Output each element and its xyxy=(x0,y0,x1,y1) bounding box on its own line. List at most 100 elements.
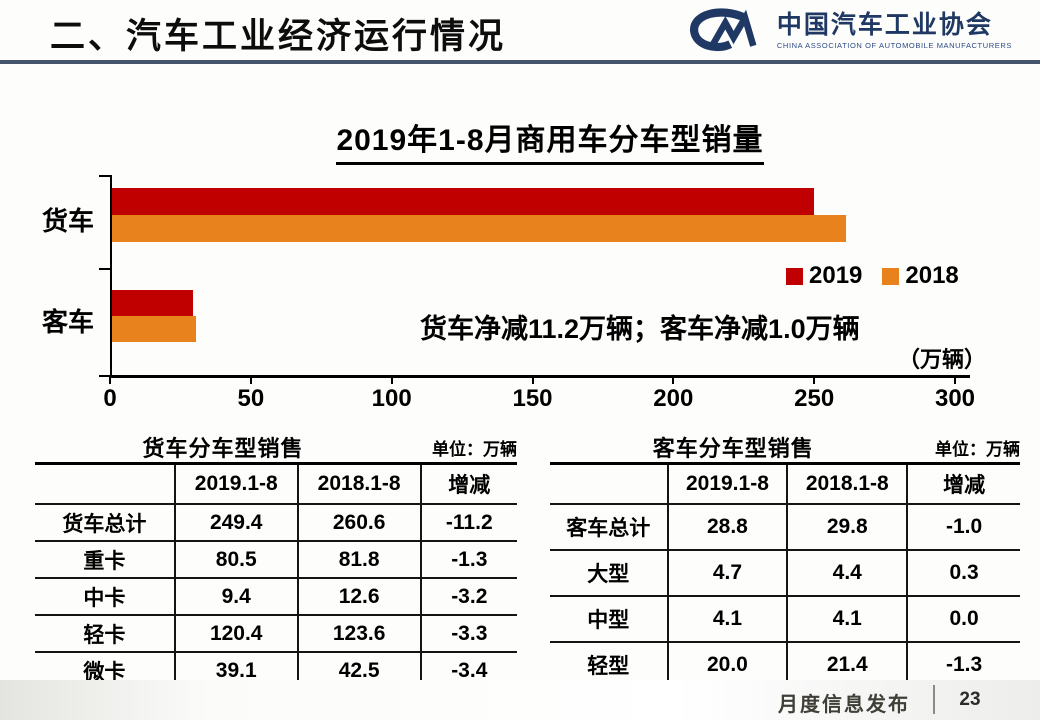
x-axis-tick xyxy=(390,377,393,384)
cell-value: -3.3 xyxy=(420,614,517,652)
x-axis-labels: 0 50 100 150 200 250 300 xyxy=(103,377,975,421)
truck-table-title: 货车分车型销售 xyxy=(142,436,304,461)
bus-table-title: 客车分车型销售 xyxy=(652,436,814,461)
legend-swatch-2018 xyxy=(882,267,900,285)
column-header: 增减 xyxy=(448,474,491,497)
bar-2018-cat1 xyxy=(112,316,196,342)
row-label: 轻卡 xyxy=(35,614,176,652)
cell-value: 0.0 xyxy=(907,595,1020,642)
x-tick-label: 250 xyxy=(794,385,835,412)
x-axis-tick xyxy=(672,377,675,384)
cell-value: 120.4 xyxy=(174,614,299,652)
cell-value: 81.8 xyxy=(297,540,422,578)
legend-swatch-2019 xyxy=(786,267,803,285)
header-divider xyxy=(0,60,1040,64)
cell-value: 4.1 xyxy=(787,595,909,642)
chart-title: 2019年1-8月商用车分车型销量 xyxy=(60,115,1040,165)
cell-value: 4.7 xyxy=(667,549,789,596)
column-header: 2019.1-8 xyxy=(667,463,789,504)
category-label-1: 客车 xyxy=(41,307,94,337)
column-header xyxy=(35,463,176,504)
cell-value: -11.2 xyxy=(420,503,517,541)
truck-table-section: 货车分车型销售 单位：万辆 2019.1-8 2018.1-8 增减 货车总计 249… xyxy=(35,431,517,691)
chart-plot-area xyxy=(110,175,957,375)
column-header: 增减 xyxy=(943,474,986,497)
table-row: 货车总计 249.4 260.6 -11.2 xyxy=(35,503,517,541)
cell-value: 4.4 xyxy=(787,549,909,596)
row-label: 中型 xyxy=(550,595,669,642)
category-label-0: 货车 xyxy=(41,206,94,236)
footer-separator xyxy=(933,685,935,714)
legend-item-2019: 2019 xyxy=(786,262,862,290)
chart-category-labels: 货车 客车 xyxy=(34,175,102,375)
legend-label-2018: 2018 xyxy=(905,262,959,289)
chart-unit-label: （万辆） xyxy=(898,347,987,372)
x-tick-label: 300 xyxy=(934,385,976,412)
truck-table-header: 货车分车型销售 单位：万辆 xyxy=(35,431,517,462)
table-row: 大型 4.7 4.4 0.3 xyxy=(550,549,1020,596)
footer-label: 月度信息发布 xyxy=(778,694,910,716)
caam-logo-text: 中国汽车工业协会 CHINA ASSOCIATION OF AUTOMOBILE… xyxy=(777,12,1012,49)
bus-table-columns: 2019.1-8 2018.1-8 增减 xyxy=(550,463,1020,504)
bar-2018-cat0 xyxy=(112,215,847,242)
row-label: 重卡 xyxy=(35,540,176,578)
truck-table-columns: 2019.1-8 2018.1-8 增减 xyxy=(35,463,517,504)
chart-legend: 2019 2018 xyxy=(786,262,959,290)
y-axis-tick xyxy=(99,375,110,377)
truck-table-unit: 单位：万辆 xyxy=(432,440,517,459)
page-title: 二、汽车工业经济运行情况 xyxy=(50,17,507,56)
bus-table: 2019.1-8 2018.1-8 增减 客车总计 28.8 29.8 -1.0 大型 4.7… xyxy=(550,462,1020,690)
cell-value: 260.6 xyxy=(297,503,422,541)
page-number: 23 xyxy=(959,689,981,710)
cell-value: 12.6 xyxy=(297,577,422,615)
table-row: 中卡 9.4 12.6 -3.2 xyxy=(35,577,517,615)
cell-value: 29.8 xyxy=(787,503,909,550)
chart-annotation: 货车净减11.2万辆；客车净减1.0万辆 xyxy=(420,314,860,344)
cell-value: -3.2 xyxy=(420,577,517,615)
table-row: 重卡 80.5 81.8 -1.3 xyxy=(35,540,517,578)
logo-name-cn: 中国汽车工业协会 xyxy=(776,11,993,40)
cell-value: 4.1 xyxy=(667,595,789,642)
x-axis-tick xyxy=(531,377,534,384)
x-tick-label: 150 xyxy=(512,385,553,412)
x-axis-tick xyxy=(813,377,816,384)
column-header: 2018.1-8 xyxy=(297,463,422,504)
truck-table: 2019.1-8 2018.1-8 增减 货车总计 249.4 260.6 -11.2 重卡… xyxy=(35,462,517,691)
row-label: 中卡 xyxy=(35,577,176,615)
table-row: 轻卡 120.4 123.6 -3.3 xyxy=(35,614,517,652)
x-tick-label: 50 xyxy=(237,385,265,412)
column-header: 2018.1-8 xyxy=(787,463,909,504)
cell-value: -1.3 xyxy=(420,540,517,578)
bus-table-unit: 单位：万辆 xyxy=(935,440,1020,459)
y-axis-tick xyxy=(99,175,110,177)
x-axis-line xyxy=(110,375,970,378)
x-tick-label: 0 xyxy=(103,385,117,412)
column-header xyxy=(550,463,669,504)
logo-name-en: CHINA ASSOCIATION OF AUTOMOBILE MANUFACT… xyxy=(776,40,1012,50)
cell-value: 249.4 xyxy=(174,503,299,541)
cell-value: 9.4 xyxy=(174,577,299,615)
row-label: 客车总计 xyxy=(550,503,669,550)
y-axis-ticks xyxy=(99,175,110,377)
cell-value: 28.8 xyxy=(667,503,789,550)
x-axis-tick xyxy=(249,377,252,384)
cell-value: 123.6 xyxy=(297,614,422,652)
y-axis-tick xyxy=(99,268,110,270)
cell-value: 0.3 xyxy=(907,549,1020,596)
table-row: 客车总计 28.8 29.8 -1.0 xyxy=(550,503,1020,550)
caam-logo: 中国汽车工业协会 CHINA ASSOCIATION OF AUTOMOBILE… xyxy=(687,8,1012,54)
slide-footer: 月度信息发布 23 xyxy=(0,680,1040,720)
bus-table-section: 客车分车型销售 单位：万辆 2019.1-8 2018.1-8 增减 客车总计 28.… xyxy=(550,431,1020,690)
cell-value: -1.0 xyxy=(907,503,1020,550)
legend-label-2019: 2019 xyxy=(809,262,863,289)
x-tick-label: 200 xyxy=(653,385,694,412)
table-row: 中型 4.1 4.1 0.0 xyxy=(550,595,1020,642)
x-axis-tick xyxy=(954,377,956,384)
caam-logo-icon xyxy=(689,8,757,52)
bar-2019-cat1 xyxy=(112,290,194,316)
column-header: 2019.1-8 xyxy=(174,463,299,504)
bus-table-header: 客车分车型销售 单位：万辆 xyxy=(550,431,1020,462)
bar-2019-cat0 xyxy=(112,188,815,215)
row-label: 大型 xyxy=(550,549,669,596)
